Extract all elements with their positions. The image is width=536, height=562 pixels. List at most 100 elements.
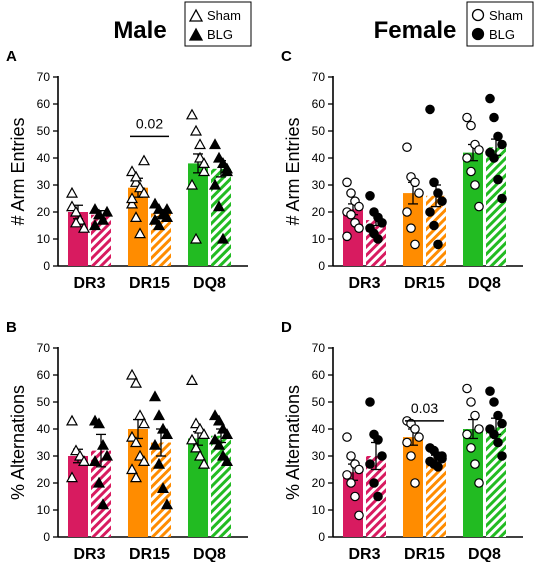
y-tick-label: 40 [312, 151, 326, 165]
y-tick-label: 40 [37, 151, 51, 165]
data-point [373, 491, 383, 502]
data-point [129, 376, 143, 388]
data-point [365, 459, 375, 469]
data-point [220, 455, 234, 466]
data-point [406, 223, 416, 233]
data-point [497, 139, 507, 150]
data-point [189, 417, 203, 429]
bar-DQ8-Sham [188, 438, 208, 537]
data-point [220, 162, 234, 174]
data-point [414, 432, 424, 442]
data-point [197, 165, 211, 177]
data-point [466, 166, 476, 177]
data-point [212, 151, 226, 163]
data-point [489, 429, 499, 440]
data-point [497, 451, 507, 461]
data-point [208, 138, 222, 150]
panel-letter: C [281, 48, 292, 65]
data-point [189, 441, 203, 453]
y-tick-label: 20 [312, 205, 326, 219]
data-point [414, 188, 424, 198]
data-point [137, 186, 151, 198]
data-point [474, 424, 484, 434]
data-point [129, 176, 143, 187]
data-point [365, 191, 375, 201]
data-point [152, 457, 166, 469]
y-tick-label: 60 [37, 368, 51, 382]
y-axis-label: # Arm Entries [283, 117, 303, 225]
data-point [77, 221, 91, 233]
male-legend-blg: BLG [207, 27, 233, 42]
data-point [433, 239, 443, 250]
x-tick-label: DR3 [73, 546, 105, 562]
y-tick-label: 50 [37, 124, 51, 138]
data-point [65, 471, 79, 483]
y-tick-label: 0 [318, 530, 325, 544]
data-point [466, 443, 476, 453]
data-point [212, 200, 226, 212]
x-tick-label: DR15 [404, 275, 445, 292]
bar-DQ8-BLG [211, 435, 231, 537]
y-tick-label: 70 [37, 70, 51, 84]
y-axis-label: % Alternations [8, 385, 28, 500]
x-tick-label: DR15 [129, 546, 170, 562]
data-point [369, 478, 379, 488]
data-point [493, 410, 503, 421]
y-tick-label: 60 [312, 97, 326, 111]
data-point [402, 207, 412, 217]
data-point [185, 178, 199, 190]
data-point [133, 449, 147, 461]
male-legend: Sham BLG [184, 1, 252, 47]
y-axis-label: % Alternations [283, 385, 303, 500]
y-tick-label: 10 [312, 503, 326, 517]
data-point [497, 193, 507, 204]
data-point [185, 374, 199, 385]
data-point [185, 108, 199, 120]
data-point [433, 188, 443, 198]
panel-A: A # Arm Entries 0 10 20 30 40 50 60 70 DR3 DR15 DQ8 0… [6, 48, 248, 292]
data-point [88, 219, 102, 231]
y-tick-label: 20 [37, 205, 51, 219]
data-point [216, 422, 230, 434]
data-point [133, 409, 147, 421]
data-point [125, 463, 139, 475]
y-tick-label: 40 [37, 422, 51, 436]
data-point [185, 433, 199, 445]
data-point [346, 209, 356, 220]
data-point [410, 239, 420, 250]
data-point [462, 383, 472, 394]
bar-DQ8-Sham [463, 429, 483, 537]
data-point [193, 138, 207, 150]
data-point [189, 232, 203, 244]
sham-circle-icon [471, 8, 485, 22]
y-tick-label: 70 [312, 341, 326, 355]
bar-DQ8-Sham [188, 163, 208, 266]
data-point [485, 93, 495, 104]
data-point [156, 482, 170, 493]
x-tick-label: DQ8 [468, 275, 501, 292]
data-point [365, 397, 375, 407]
data-point [152, 203, 166, 214]
data-point [212, 414, 226, 426]
x-tick-label: DR3 [73, 275, 105, 292]
blg-triangle-icon [188, 27, 204, 41]
data-point [462, 153, 472, 163]
data-point [216, 232, 230, 244]
y-tick-label: 0 [43, 259, 50, 273]
data-point [137, 455, 151, 466]
panel-C: C # Arm Entries 0 10 20 30 40 50 60 70 DR3 DR15 DQ8 [281, 48, 523, 292]
data-point [65, 414, 79, 426]
data-point [489, 153, 499, 163]
data-point [208, 409, 222, 421]
data-point [133, 181, 147, 193]
data-point [497, 418, 507, 429]
y-axis-label: # Arm Entries [8, 117, 28, 225]
data-point [354, 510, 364, 521]
data-point [156, 422, 170, 434]
data-point [92, 476, 106, 488]
data-point [373, 234, 383, 244]
data-point [474, 145, 484, 155]
y-tick-label: 20 [37, 476, 51, 490]
data-point [148, 197, 162, 209]
data-point [410, 478, 420, 488]
